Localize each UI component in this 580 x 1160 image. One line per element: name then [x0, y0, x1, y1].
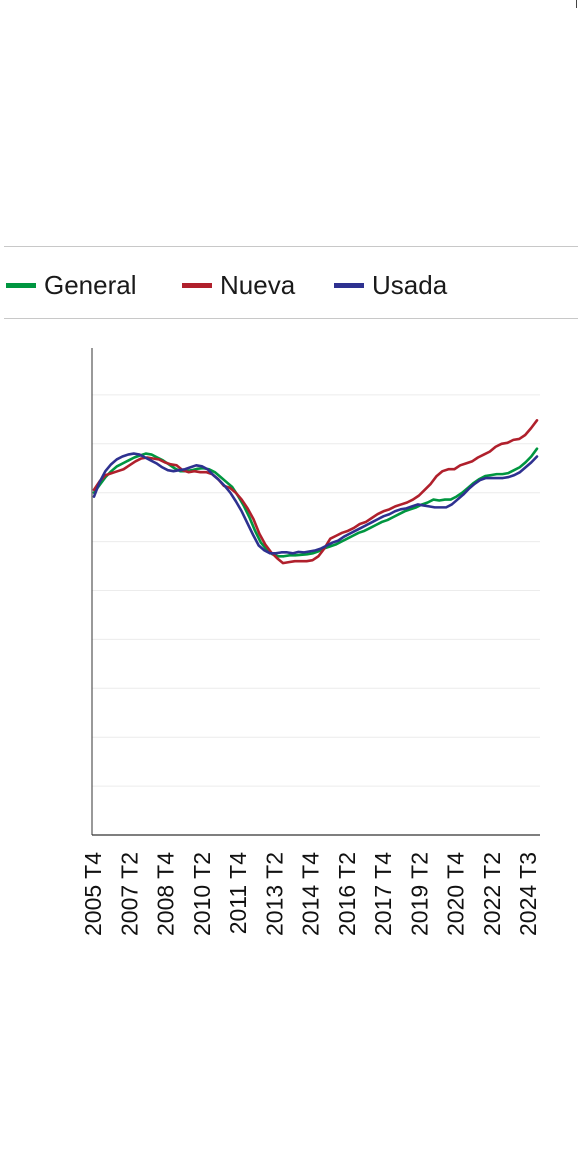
x-tick-label: 2019 T2 — [406, 852, 432, 936]
series-line-nueva — [92, 419, 539, 565]
x-tick-label: 2024 T3 — [515, 852, 541, 936]
legend-label-usada: Usada — [372, 269, 448, 300]
legend-label-nueva: Nueva — [220, 269, 296, 300]
x-tick-label: 2011 T4 — [225, 852, 251, 934]
x-tick-label: 2020 T4 — [443, 852, 469, 936]
legend-bottom-rule — [4, 318, 578, 319]
x-tick-label: 2017 T4 — [370, 852, 396, 936]
series-line-usada — [92, 452, 539, 555]
legend-top-rule — [4, 246, 578, 247]
x-tick-label: 2014 T4 — [298, 852, 324, 936]
x-tick-label: 2016 T2 — [334, 852, 360, 936]
chart-legend: General Nueva Usada — [0, 262, 580, 308]
x-tick-label: 2010 T2 — [189, 852, 215, 936]
x-tick-label: 2007 T2 — [116, 852, 142, 936]
legend-item-nueva[interactable]: Nueva — [182, 262, 295, 308]
corner-tick-mark — [576, 0, 577, 8]
x-tick-label: 2005 T4 — [80, 852, 106, 936]
x-tick-label: 2008 T4 — [153, 852, 179, 936]
legend-swatch-nueva — [182, 282, 212, 288]
legend-swatch-general — [6, 282, 36, 288]
legend-item-usada[interactable]: Usada — [334, 262, 447, 308]
x-tick-label: 2022 T2 — [479, 852, 505, 936]
x-tick-label: 2013 T2 — [261, 852, 287, 936]
legend-swatch-usada — [334, 282, 364, 288]
legend-item-general[interactable]: General — [6, 262, 137, 308]
legend-label-general: General — [44, 269, 137, 300]
